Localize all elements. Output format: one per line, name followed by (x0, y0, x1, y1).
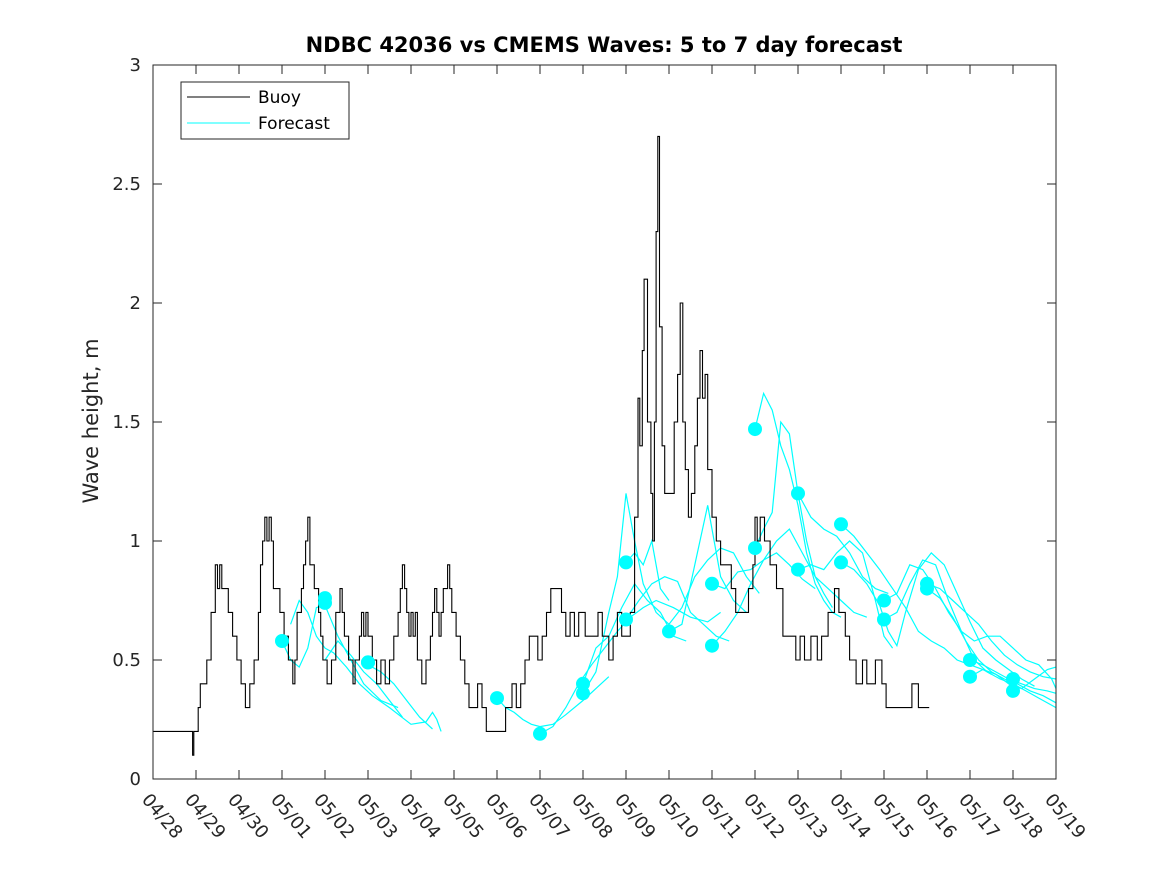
y-tick-label: 0 (130, 769, 141, 790)
forecast-marker-4 (361, 655, 375, 670)
forecast-marker-10 (619, 612, 633, 627)
forecast-marker-8 (576, 686, 590, 701)
forecast-marker-25 (963, 669, 977, 684)
forecast-line-19 (883, 559, 1057, 709)
y-tick-label: 1.5 (112, 412, 141, 433)
y-tick-label: 2 (130, 293, 141, 314)
forecast-marker-26 (1006, 672, 1020, 686)
forecast-line-1 (290, 599, 442, 732)
forecast-marker-12 (705, 576, 719, 591)
forecast-marker-2 (318, 595, 332, 610)
forecast-line-7 (582, 493, 760, 694)
forecast-line-9 (625, 576, 730, 642)
forecast-line-18 (840, 552, 1035, 687)
forecast-marker-18 (834, 517, 848, 532)
y-axis-label: Wave height, m (79, 338, 103, 503)
legend-forecast-label: Forecast (258, 114, 330, 134)
forecast-marker-19 (834, 555, 848, 570)
forecast-marker-21 (877, 612, 891, 627)
forecast-line-20 (883, 564, 1057, 689)
forecast-marker-13 (705, 638, 719, 653)
buoy-series-line (153, 135, 930, 756)
forecast-line-14 (754, 420, 833, 608)
forecast-marker-20 (877, 593, 891, 608)
forecast-marker-14 (748, 422, 762, 437)
y-tick-label: 3 (130, 55, 141, 76)
plot-area (153, 135, 1057, 756)
forecast-line-22 (926, 588, 1057, 704)
forecast-line-15 (797, 493, 889, 594)
forecast-marker-0 (275, 634, 289, 648)
y-tick-label: 2.5 (112, 174, 141, 195)
forecast-marker-24 (963, 653, 977, 667)
forecast-line-13 (754, 391, 842, 618)
forecast-marker-11 (662, 624, 676, 639)
forecast-marker-5 (490, 691, 504, 706)
forecast-marker-16 (791, 486, 805, 501)
forecast-line-3 (367, 664, 433, 730)
forecast-line-2 (324, 640, 403, 718)
forecast-marker-17 (791, 562, 805, 577)
forecast-line-10 (668, 505, 747, 632)
forecast-marker-9 (619, 555, 633, 570)
forecast-marker-23 (920, 581, 934, 596)
legend: Buoy Forecast (180, 81, 350, 140)
legend-box (180, 81, 350, 140)
forecast-marker-15 (748, 541, 762, 556)
y-tick-label: 1 (130, 531, 141, 552)
forecast-marker-6 (533, 726, 547, 741)
y-tick-label: 0.5 (112, 650, 141, 671)
chart-title: NDBC 42036 vs CMEMS Waves: 5 to 7 day fo… (306, 33, 903, 57)
forecast-marker-27 (1006, 683, 1020, 698)
legend-buoy-label: Buoy (258, 88, 301, 108)
forecast-line-8 (625, 538, 670, 601)
forecast-line-21 (926, 583, 1057, 680)
